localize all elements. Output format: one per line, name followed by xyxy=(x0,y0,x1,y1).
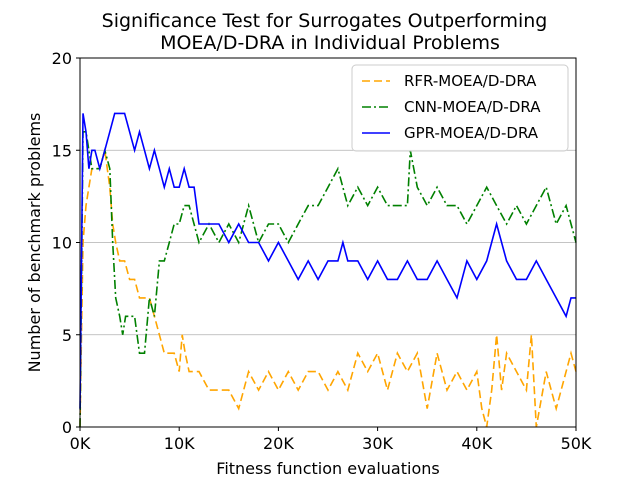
y-tick-label: 10 xyxy=(52,234,72,253)
x-tick-label: 30K xyxy=(362,434,393,453)
x-axis-ticks: 0K 10K 20K 30K 40K 50K xyxy=(70,427,592,453)
x-tick-label: 20K xyxy=(263,434,294,453)
series-line-rfr xyxy=(79,150,577,428)
x-tick-label: 40K xyxy=(461,434,492,453)
y-axis-label: Number of benchmark problems xyxy=(25,113,44,373)
series-line-cnn xyxy=(79,131,577,428)
series-group xyxy=(79,112,577,428)
y-tick-label: 0 xyxy=(62,418,72,437)
legend-label-rfr: RFR-MOEA/D-DRA xyxy=(404,72,537,90)
chart-title: Significance Test for Surrogates Outperf… xyxy=(102,10,548,54)
chart-title-line-1: Significance Test for Surrogates Outperf… xyxy=(102,10,548,32)
y-tick-label: 15 xyxy=(52,141,72,160)
legend-label-cnn: CNN-MOEA/D-DRA xyxy=(404,98,541,116)
y-tick-label: 20 xyxy=(52,49,72,68)
legend-label-gpr: GPR-MOEA/D-DRA xyxy=(404,124,539,142)
y-tick-label: 5 xyxy=(62,326,72,345)
x-axis-label: Fitness function evaluations xyxy=(216,459,439,478)
series-line-gpr xyxy=(79,112,576,409)
x-tick-label: 50K xyxy=(561,434,592,453)
y-axis-ticks: 0 5 10 15 20 xyxy=(52,49,80,437)
legend: RFR-MOEA/D-DRA CNN-MOEA/D-DRA GPR-MOEA/D… xyxy=(351,64,569,152)
chart-title-line-2: MOEA/D-DRA in Individual Problems xyxy=(160,32,500,54)
x-tick-label: 10K xyxy=(164,434,195,453)
x-tick-label: 0K xyxy=(70,434,91,453)
legend-box xyxy=(351,64,569,152)
